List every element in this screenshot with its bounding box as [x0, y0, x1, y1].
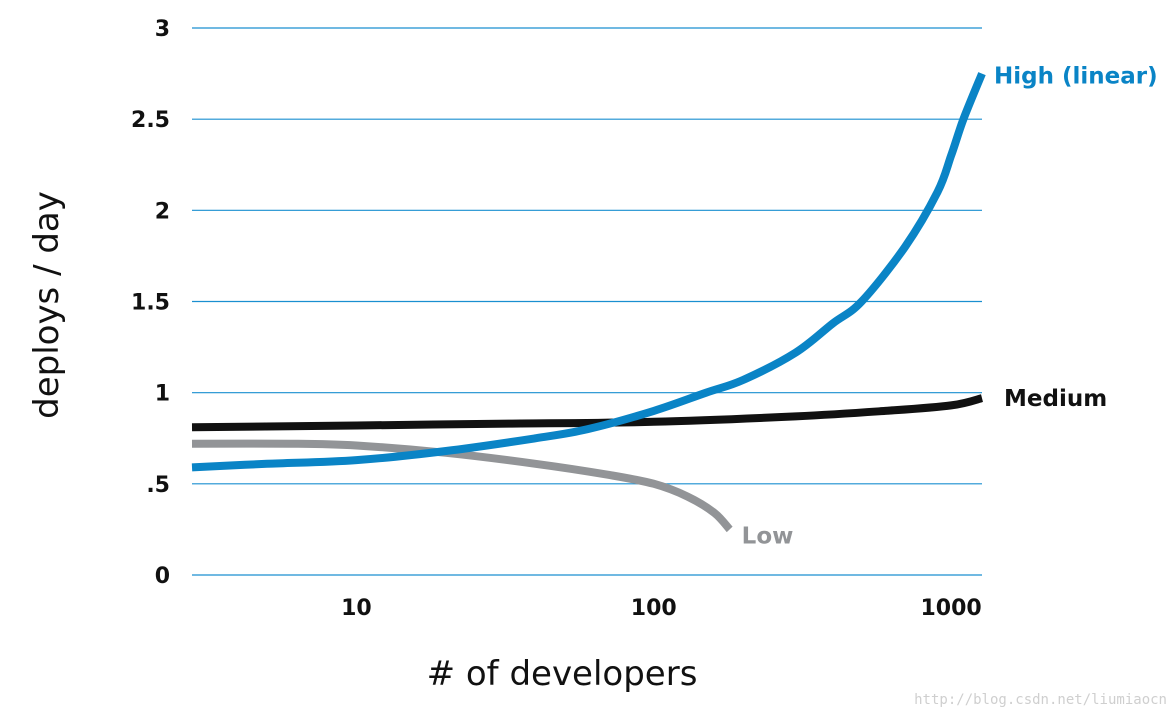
x-tick-label: 10 [341, 596, 372, 621]
series-label-medium: Medium [1004, 386, 1107, 412]
watermark-text: http://blog.csdn.net/liumiaocn [914, 692, 1167, 708]
series-line-medium [191, 394, 984, 432]
series-labels: High (linear) Medium Low [742, 64, 1158, 550]
y-tick-label: 1.5 [131, 291, 170, 316]
series-line-high-linear [191, 72, 986, 472]
series-lines [191, 72, 986, 533]
x-tick-label: 1000 [921, 596, 982, 621]
gridlines [192, 27, 982, 576]
y-tick-label: 2.5 [131, 108, 170, 133]
x-axis-title: # of developers [427, 654, 698, 694]
y-tick-label: 0 [155, 564, 170, 589]
series-label-low: Low [742, 523, 794, 549]
series-label-high-linear: High (linear) [994, 64, 1158, 90]
y-tick-label: 1 [155, 382, 170, 407]
y-tick-label: 2 [155, 199, 170, 224]
series-line-low [191, 439, 733, 533]
y-tick-label: .5 [146, 473, 170, 498]
x-tick-label: 100 [631, 596, 677, 621]
y-tick-label: 3 [155, 17, 170, 42]
y-tick-labels: 0 .5 1 1.5 2 2.5 3 [131, 17, 170, 589]
x-tick-labels: 10 100 1000 [341, 596, 982, 621]
y-axis-title: deploys / day [27, 191, 67, 419]
